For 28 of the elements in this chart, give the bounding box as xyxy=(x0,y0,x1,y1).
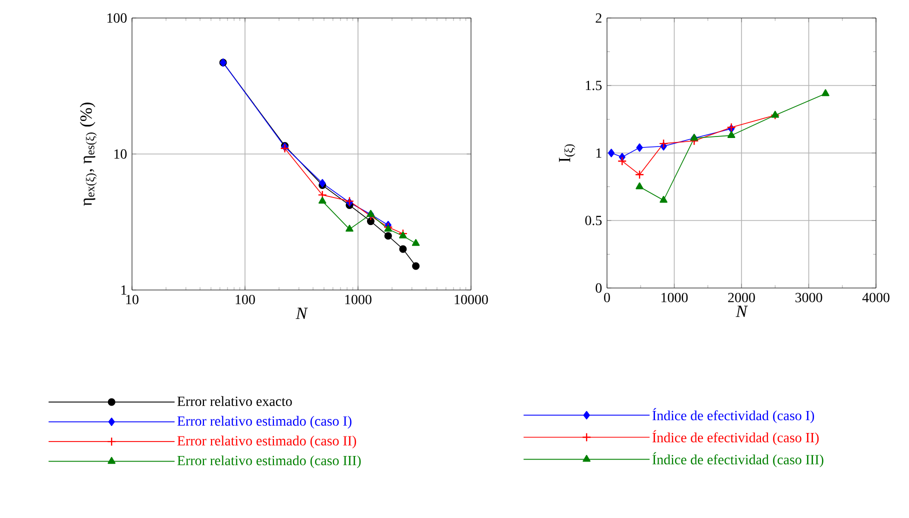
x-axis-title: N xyxy=(736,306,748,317)
y-axis-title: η$_{ex(ξ)}$, η$_{es(ξ)}$ (%) xyxy=(80,102,97,206)
y-tick-label: 1 xyxy=(121,285,126,295)
y-tick-label: 10 xyxy=(114,149,127,159)
x-tick-label: 100 xyxy=(236,294,255,304)
y-tick-label: 2 xyxy=(596,13,602,23)
y-axis-title: I$_{(ξ)}$ xyxy=(559,144,576,162)
y-tick-label: 1 xyxy=(596,148,602,158)
x-tick-label: 1000 xyxy=(662,292,688,302)
y-tick-label: 1.5 xyxy=(586,80,602,90)
x-tick-label: 4000 xyxy=(862,292,890,302)
x-tick-label: 3000 xyxy=(795,292,822,302)
text: Error relativo exacto xyxy=(177,396,292,406)
text: Error relativo estimado (caso III) xyxy=(177,455,361,468)
text: Índice de efectividad (caso II) xyxy=(652,430,819,446)
x-tick-label: 10 xyxy=(126,294,138,304)
text: Índice de efectividad (caso III) xyxy=(652,452,824,468)
x-axis-title: N xyxy=(296,308,308,319)
text: Error relativo estimado (caso II) xyxy=(177,436,356,448)
text: Índice de efectividad (caso I) xyxy=(652,408,814,424)
x-tick-label: 10000 xyxy=(454,294,488,304)
x-tick-label: 1000 xyxy=(345,294,372,304)
y-tick-label: 100 xyxy=(107,13,127,23)
y-tick-label: 0.5 xyxy=(585,216,602,226)
x-tick-label: 0 xyxy=(604,292,610,302)
text: Error relativo estimado (caso I) xyxy=(177,416,352,429)
y-tick-label: 0 xyxy=(596,283,602,293)
x-tick-label: 2000 xyxy=(728,292,755,302)
